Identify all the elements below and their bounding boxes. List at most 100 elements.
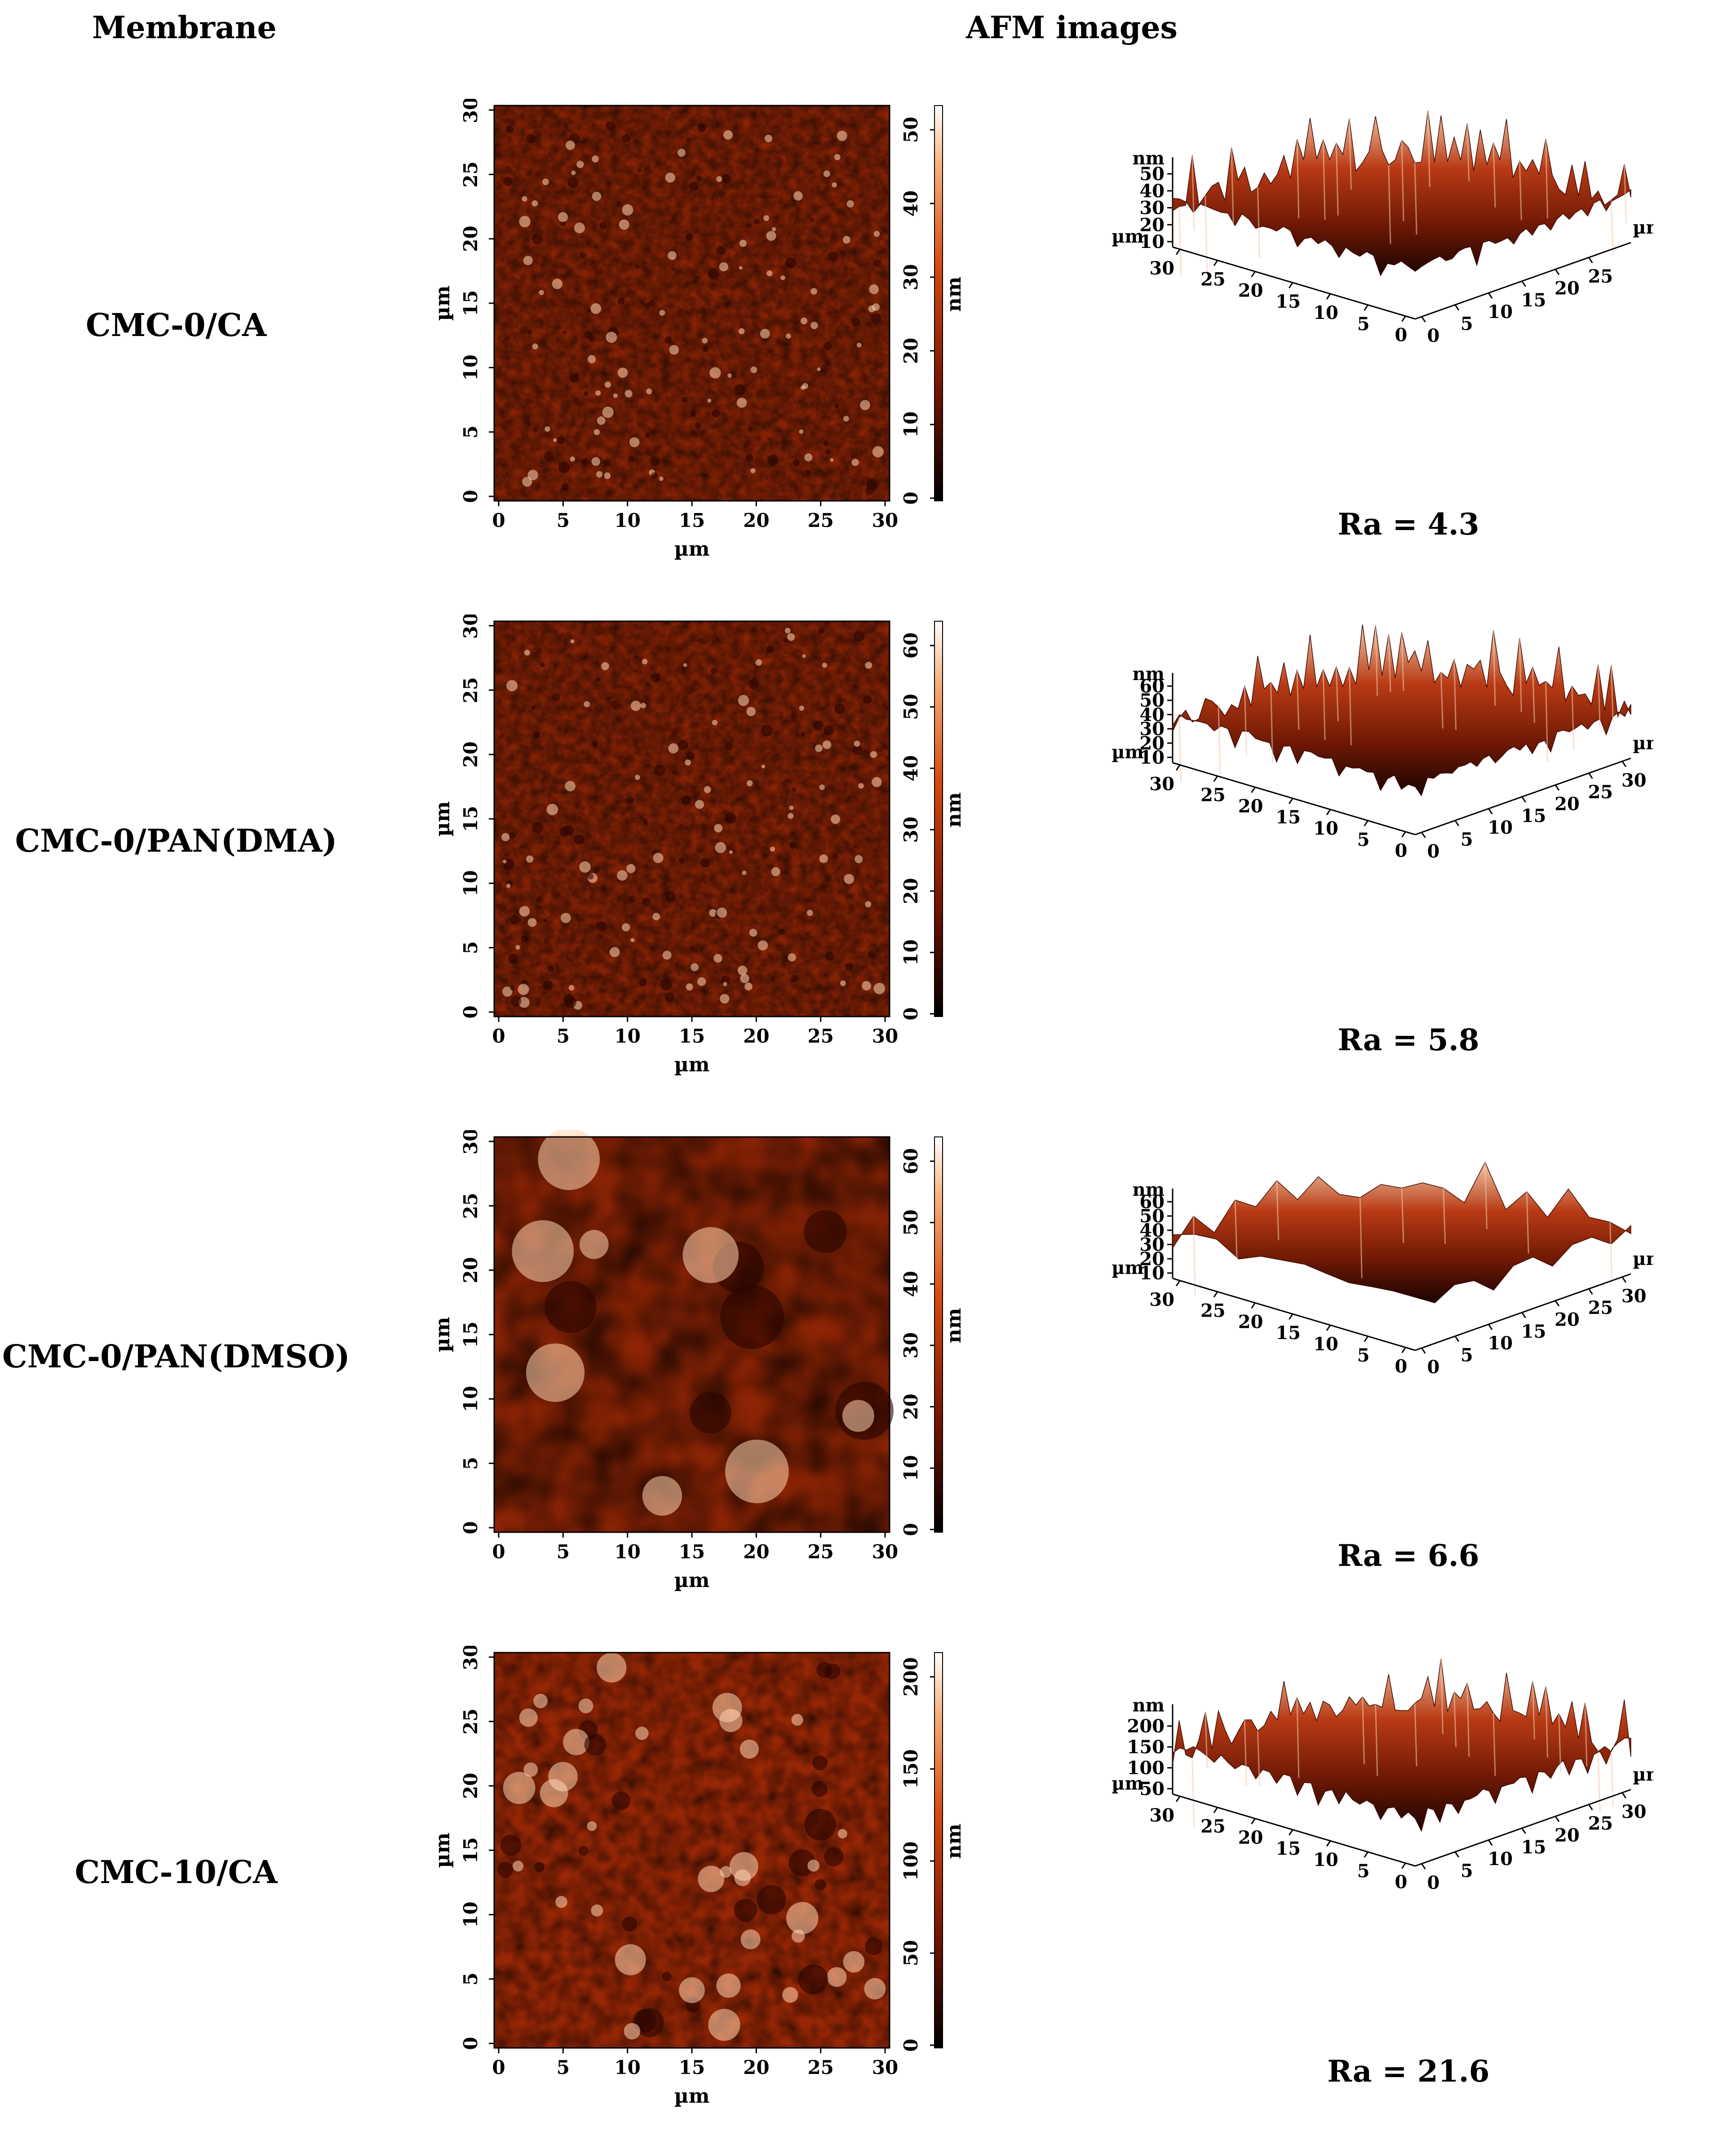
grain-highlight — [746, 780, 753, 787]
pit-shadow — [716, 246, 726, 255]
afm-2d-panel: 0 5 10 15 20 25 30 µm 0 5 10 15 20 25 30 µm 0 10 20 30 40 50 6… — [431, 1130, 965, 1592]
y-axis-label: µm — [431, 1833, 454, 1868]
pit-shadow — [637, 168, 642, 172]
peak-highlight — [1205, 1712, 1208, 1768]
membrane-column-header: Membrane — [92, 10, 277, 46]
grain-highlight — [522, 196, 527, 202]
peak-highlight — [1244, 1720, 1247, 1786]
grain-highlight — [738, 328, 745, 335]
pit-shadow — [543, 918, 547, 923]
x-tick-label: 10 — [614, 1025, 640, 1047]
left-axis-tick-label: 15 — [1275, 807, 1301, 828]
right-axis-tick-mark — [1454, 1335, 1460, 1342]
left-axis-tick-label: 30 — [1149, 258, 1174, 279]
colorbar-tick-label: 0 — [900, 1007, 922, 1020]
left-axis-tick-mark — [1401, 1347, 1406, 1353]
left-axis-tick-label: 20 — [1238, 280, 1263, 301]
pit-shadow — [812, 1755, 828, 1771]
z-tick-label: 60 — [1139, 1191, 1165, 1212]
x-tick-label: 30 — [872, 1025, 898, 1047]
peak-highlight — [1322, 669, 1326, 740]
grain-highlight — [734, 1869, 751, 1886]
pit-shadow — [599, 221, 607, 229]
pit-shadow — [588, 873, 594, 880]
pit-shadow — [868, 951, 875, 959]
right-axis-tick-label: 30 — [1621, 1801, 1647, 1822]
grain-highlight — [837, 1829, 847, 1839]
left-axis-tick-label: 30 — [1149, 774, 1174, 795]
grain-highlight — [503, 859, 507, 864]
grain-highlight — [822, 740, 832, 749]
pit-shadow — [708, 268, 719, 279]
right-axis-tick-mark — [1554, 1816, 1560, 1822]
z-tick-label: 30 — [1139, 1234, 1165, 1256]
colorbar — [934, 1652, 943, 2048]
grain-highlight — [659, 476, 664, 481]
pit-shadow — [824, 1847, 844, 1867]
grain-highlight — [755, 659, 762, 666]
pit-shadow — [815, 1879, 826, 1891]
pit-shadow — [605, 121, 616, 131]
y-tick-label: 20 — [460, 741, 482, 767]
afm-2d-panel: 0 5 10 15 20 25 30 µm 0 5 10 15 20 25 30 µm 0 10 20 30 40 50 n… — [431, 99, 965, 561]
left-axis-tick-mark — [1364, 1335, 1368, 1342]
left-axis-tick-mark — [1289, 1829, 1293, 1836]
y-tick-label: 15 — [460, 806, 482, 832]
x-tick-label: 0 — [492, 1541, 505, 1563]
pit-shadow — [552, 693, 560, 702]
left-axis-tick-label: 0 — [1395, 325, 1407, 346]
right-axis-tick-mark — [1421, 832, 1426, 838]
grain-highlight — [846, 200, 854, 208]
peak-highlight — [1453, 1692, 1457, 1747]
afm-2d-panel: 0 5 10 15 20 25 30 µm 0 5 10 15 20 25 30 µm 0 10 20 30 40 50 6… — [431, 615, 965, 1076]
grain-highlight — [872, 446, 884, 458]
afm-3d-panel: 1020304050nm302520151050µm0510152025µm — [1112, 111, 1653, 346]
pit-shadow — [871, 313, 881, 324]
peak-highlight — [1257, 1731, 1260, 1786]
grain-highlight — [571, 170, 576, 175]
grain-highlight — [802, 383, 808, 389]
peak-highlight — [1296, 670, 1300, 730]
grain-highlight — [760, 328, 770, 339]
right-axis-tick-label: 25 — [1588, 266, 1613, 287]
y-axis-label: µm — [431, 286, 454, 321]
grain-highlight — [662, 951, 672, 960]
grain-highlight — [804, 453, 813, 462]
pit-shadow — [531, 234, 543, 245]
pit-shadow — [767, 455, 779, 466]
grain-highlight — [591, 1904, 603, 1917]
right-axis-tick-mark — [1521, 1312, 1526, 1318]
pit-shadow — [654, 764, 666, 776]
grain-highlight — [668, 743, 678, 754]
x-axis-label: µm — [674, 2085, 710, 2108]
grain-highlight — [597, 1653, 627, 1683]
colorbar-tick-label: 20 — [900, 338, 922, 364]
y-tick-label: 0 — [460, 490, 482, 503]
right-axis-tick-mark — [1421, 1863, 1426, 1870]
grain-highlight — [799, 705, 805, 711]
grain-highlight — [538, 1130, 600, 1190]
x-tick-label: 15 — [679, 1025, 705, 1047]
y-tick-label: 30 — [460, 1130, 482, 1154]
grain-highlight — [715, 842, 726, 853]
z-tick-label: 200 — [1127, 1715, 1165, 1737]
grain-highlight — [788, 953, 796, 962]
grain-highlight — [686, 983, 693, 991]
right-axis-tick-mark — [1621, 1792, 1627, 1799]
right-axis-tick-mark — [1488, 292, 1493, 299]
right-base-axis — [1415, 1789, 1631, 1867]
pit-shadow — [696, 175, 702, 181]
colorbar-tick-label: 0 — [900, 2038, 922, 2051]
grain-highlight — [626, 864, 636, 873]
grain-highlight — [802, 654, 806, 658]
grain-highlight — [869, 284, 879, 294]
right-axis-tick-label: 0 — [1427, 325, 1439, 346]
grain-highlight — [806, 910, 813, 916]
left-axis-tick-mark — [1364, 1851, 1368, 1858]
grain-highlight — [555, 1896, 567, 1908]
pit-shadow — [681, 795, 691, 805]
afm-3d-panel: 102030405060nm302520151050µm051015202530… — [1112, 624, 1653, 862]
grain-highlight — [682, 1227, 739, 1283]
grain-highlight — [771, 867, 780, 876]
pit-shadow — [810, 218, 814, 222]
